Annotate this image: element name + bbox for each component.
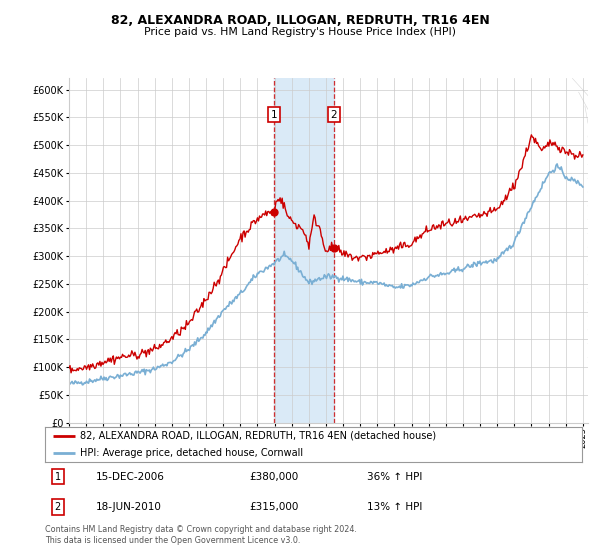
Text: 82, ALEXANDRA ROAD, ILLOGAN, REDRUTH, TR16 4EN (detached house): 82, ALEXANDRA ROAD, ILLOGAN, REDRUTH, TR… bbox=[80, 431, 436, 441]
Text: Price paid vs. HM Land Registry's House Price Index (HPI): Price paid vs. HM Land Registry's House … bbox=[144, 27, 456, 38]
Text: 15-DEC-2006: 15-DEC-2006 bbox=[96, 472, 165, 482]
Text: HPI: Average price, detached house, Cornwall: HPI: Average price, detached house, Corn… bbox=[80, 448, 303, 458]
Text: 36% ↑ HPI: 36% ↑ HPI bbox=[367, 472, 422, 482]
Text: 13% ↑ HPI: 13% ↑ HPI bbox=[367, 502, 422, 512]
Text: 1: 1 bbox=[271, 110, 277, 120]
Text: £380,000: £380,000 bbox=[249, 472, 298, 482]
Text: 18-JUN-2010: 18-JUN-2010 bbox=[96, 502, 162, 512]
Text: £315,000: £315,000 bbox=[249, 502, 298, 512]
Text: 2: 2 bbox=[331, 110, 337, 120]
Bar bbox=[274, 78, 334, 423]
Text: Contains HM Land Registry data © Crown copyright and database right 2024.
This d: Contains HM Land Registry data © Crown c… bbox=[45, 525, 357, 545]
Text: 82, ALEXANDRA ROAD, ILLOGAN, REDRUTH, TR16 4EN: 82, ALEXANDRA ROAD, ILLOGAN, REDRUTH, TR… bbox=[110, 14, 490, 27]
Text: 1: 1 bbox=[55, 472, 61, 482]
Text: 2: 2 bbox=[55, 502, 61, 512]
